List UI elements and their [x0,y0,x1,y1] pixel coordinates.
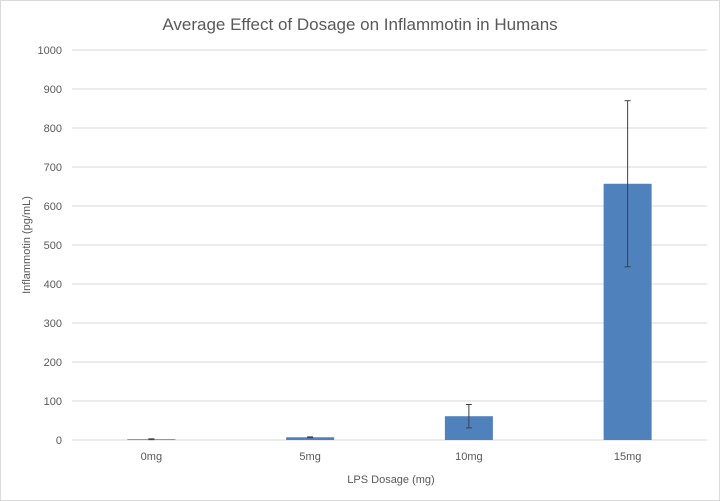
y-tick-label: 900 [44,84,62,96]
y-tick-label: 300 [44,318,62,330]
error-bar-15mg [624,100,631,268]
y-axis-ticks: 0 100 200 300 400 500 600 700 800 900 1000 [38,45,62,447]
y-tick-label: 0 [56,435,62,447]
y-axis-label: Inflammotin (pg/mL) [21,196,33,294]
x-axis-ticks: 0mg 5mg 10mg 15mg [141,451,642,463]
y-tick-label: 700 [44,162,62,174]
error-bar-5mg [307,436,314,439]
y-tick-label: 400 [44,279,62,291]
y-tick-label: 1000 [38,45,62,57]
y-tick-label: 800 [44,123,62,135]
chart-title: Average Effect of Dosage on Inflammotin … [162,15,557,34]
x-tick-label: 15mg [614,451,642,463]
y-tick-label: 500 [44,240,62,252]
error-bar-0mg [148,438,155,441]
y-tick-label: 100 [44,396,62,408]
bars [127,183,652,440]
x-tick-label: 10mg [455,451,483,463]
x-axis-label: LPS Dosage (mg) [347,474,434,486]
gridlines [72,49,707,441]
y-tick-label: 600 [44,201,62,213]
x-tick-label: 0mg [141,451,162,463]
x-tick-label: 5mg [299,451,320,463]
error-bar-10mg [465,404,472,429]
error-bars [148,100,631,441]
bar-5mg [286,437,335,440]
y-tick-label: 200 [44,357,62,369]
